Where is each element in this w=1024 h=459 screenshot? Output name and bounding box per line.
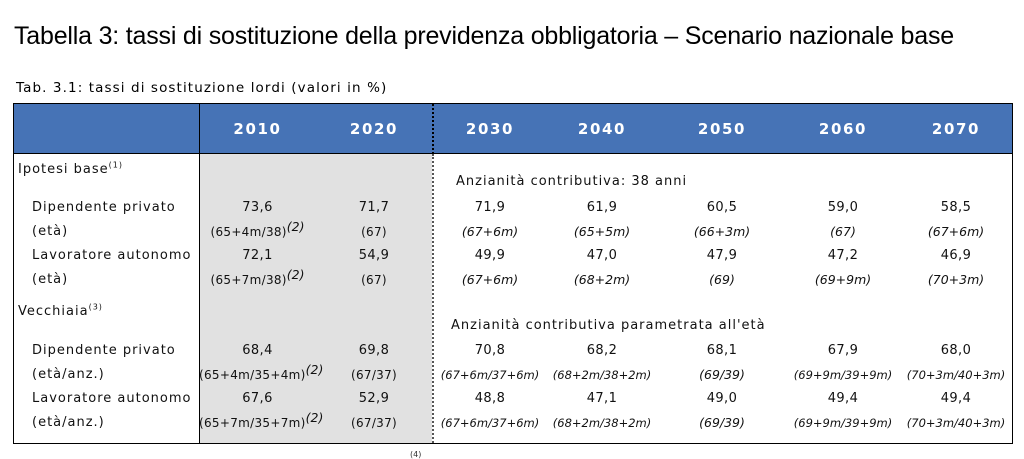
column-divider [199, 154, 200, 443]
row-label: Dipendente privato [32, 200, 176, 215]
value-cell: (67+6m/37+6m) [440, 368, 540, 382]
value-cell: 69,8 [358, 343, 390, 358]
value-cell: 68,4 [242, 343, 273, 358]
value-cell: (65+7m/35+7m)(2) [199, 410, 324, 430]
value-cell: 72,1 [242, 248, 273, 263]
value-cell: 52,9 [358, 391, 390, 406]
value-cell: (67+6m) [461, 224, 519, 239]
value-cell: (65+4m/38)(2) [210, 219, 305, 239]
table-header: 2010 2020 2030 2040 2050 2060 2070 [14, 104, 1012, 154]
value-cell: 60,5 [706, 200, 738, 215]
value-cell: 70,8 [474, 343, 506, 358]
footnote-marker: (4) [410, 450, 422, 459]
value-cell: (66+3m) [693, 224, 751, 239]
value-cell: 47,1 [586, 391, 618, 406]
value-cell: (67+6m) [461, 272, 519, 287]
value-cell: (65+4m/35+4m)(2) [199, 362, 324, 382]
header-year-2010: 2010 [233, 120, 282, 138]
value-cell: (68+2m/38+2m) [552, 416, 652, 430]
section-label: Vecchiaia(3) [18, 302, 103, 319]
projection-divider [432, 154, 434, 443]
value-cell: 67,6 [242, 391, 273, 406]
header-year-2060: 2060 [818, 120, 868, 138]
section-header-row: Ipotesi base(1) Anzianità contributiva: … [14, 158, 1012, 189]
table-row: Lavoratore autonomo 72,1 54,9 49,9 47,0 … [14, 244, 1012, 268]
table-row: Dipendente privato 68,4 69,8 70,8 68,2 6… [14, 339, 1012, 363]
table-row: Lavoratore autonomo 67,6 52,9 48,8 47,1 … [14, 387, 1012, 411]
header-divider-dotted [432, 104, 434, 154]
value-cell: 71,7 [358, 200, 390, 215]
row-label: (età/anz.) [32, 415, 105, 430]
section-label: Ipotesi base(1) [18, 160, 123, 177]
value-cell: (67) [361, 225, 387, 239]
value-cell: (69) [709, 272, 735, 287]
value-cell: (68+2m) [573, 272, 631, 287]
section-header-row: Vecchiaia(3) Anzianità contributiva para… [14, 300, 1012, 333]
page-title: Tabella 3: tassi di sostituzione della p… [14, 22, 954, 50]
value-cell: (69+9m) [814, 272, 872, 287]
value-cell: 58,5 [940, 200, 972, 215]
value-cell: 54,9 [358, 248, 390, 263]
value-cell: 49,9 [474, 248, 506, 263]
value-cell: 47,2 [827, 248, 859, 263]
value-cell: 49,4 [940, 391, 972, 406]
row-label: Lavoratore autonomo [32, 248, 192, 263]
value-cell: 46,9 [940, 248, 972, 263]
table-row: (età/anz.) (65+7m/35+7m)(2) (67/37) (67+… [14, 411, 1012, 435]
header-year-2030: 2030 [465, 120, 515, 138]
value-cell: 68,2 [586, 343, 618, 358]
table-row: (età) (65+7m/38)(2) (67) (67+6m) (68+2m)… [14, 268, 1012, 292]
table-caption: Tab. 3.1: tassi di sostituzione lordi (v… [16, 80, 388, 96]
value-cell: 71,9 [474, 200, 506, 215]
header-divider [199, 104, 200, 154]
replacement-rates-table: 2010 2020 2030 2040 2050 2060 2070 Ipote… [13, 103, 1013, 444]
value-cell: 67,9 [827, 343, 859, 358]
value-cell: 61,9 [586, 200, 618, 215]
row-label: Lavoratore autonomo [32, 391, 192, 406]
value-cell: (67/37) [350, 416, 398, 430]
value-cell: 47,0 [586, 248, 618, 263]
value-cell: (67+6m) [927, 224, 985, 239]
table-row: (età) (65+4m/38)(2) (67) (67+6m) (65+5m)… [14, 220, 1012, 244]
value-cell: 68,1 [706, 343, 738, 358]
table-row: (età/anz.) (65+4m/35+4m)(2) (67/37) (67+… [14, 363, 1012, 387]
section-note: Anzianità contributiva parametrata all'e… [451, 318, 766, 333]
value-cell: 47,9 [706, 248, 738, 263]
row-label: (età) [32, 224, 69, 239]
value-cell: (69+9m/39+9m) [793, 368, 893, 382]
value-cell: (65+5m) [573, 224, 631, 239]
header-year-2020: 2020 [349, 120, 399, 138]
value-cell: (68+2m/38+2m) [552, 368, 652, 382]
value-cell: 73,6 [242, 200, 273, 215]
value-cell: (69/39) [699, 415, 745, 430]
value-cell: 48,8 [474, 391, 506, 406]
value-cell: (67+6m/37+6m) [440, 416, 540, 430]
value-cell: 49,0 [706, 391, 738, 406]
value-cell: (69/39) [699, 367, 745, 382]
section-note: Anzianità contributiva: 38 anni [456, 174, 688, 189]
value-cell: (70+3m) [927, 272, 985, 287]
value-cell: (67) [361, 273, 387, 287]
value-cell: 59,0 [827, 200, 859, 215]
row-label: (età) [32, 272, 69, 287]
table-row: Dipendente privato 73,6 71,7 71,9 61,9 6… [14, 196, 1012, 220]
historical-shaded-area [199, 104, 432, 443]
header-year-2070: 2070 [931, 120, 981, 138]
value-cell: 68,0 [940, 343, 972, 358]
row-label: Dipendente privato [32, 343, 176, 358]
header-year-2040: 2040 [577, 120, 627, 138]
value-cell: (70+3m/40+3m) [906, 416, 1006, 430]
value-cell: (69+9m/39+9m) [793, 416, 893, 430]
value-cell: (65+7m/38)(2) [210, 267, 305, 287]
value-cell: 49,4 [827, 391, 859, 406]
header-year-2050: 2050 [697, 120, 747, 138]
value-cell: (67/37) [350, 368, 398, 382]
value-cell: (67) [830, 224, 856, 239]
row-label: (età/anz.) [32, 367, 105, 382]
value-cell: (70+3m/40+3m) [906, 368, 1006, 382]
